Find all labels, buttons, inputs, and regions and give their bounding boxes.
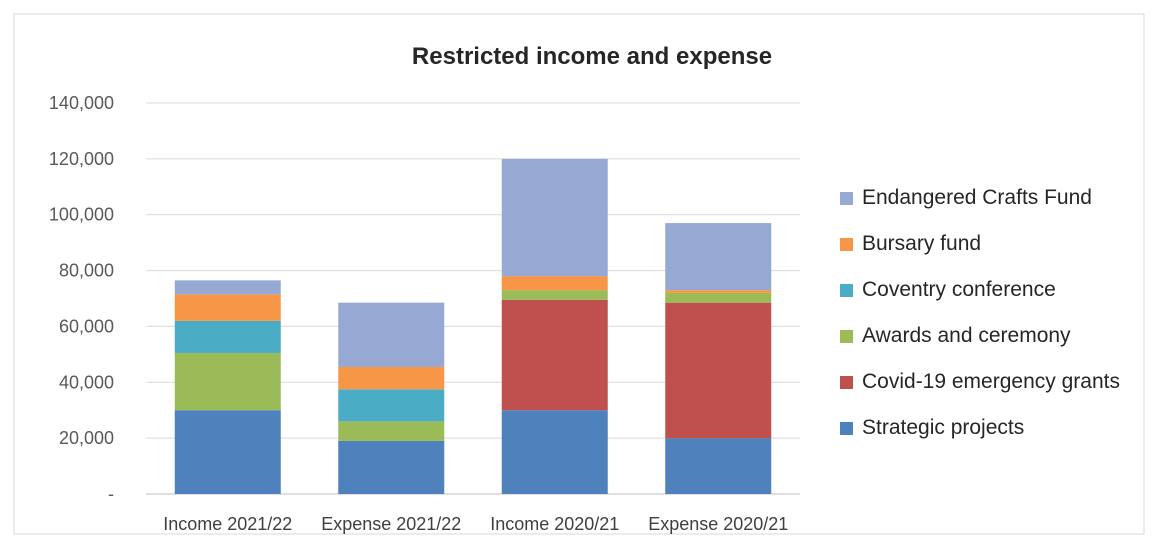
bar-segment: [338, 302, 445, 367]
bar-segment: [501, 410, 608, 494]
bar-segment: [338, 421, 445, 441]
x-tick-label: Expense 2021/22: [321, 514, 461, 534]
bar-segment: [665, 302, 772, 439]
legend-swatch: [840, 376, 853, 389]
legend-swatch: [840, 422, 853, 435]
legend-swatch: [840, 238, 853, 251]
legend-label: Bursary fund: [862, 232, 981, 255]
bar-segment: [665, 290, 772, 293]
x-tick-label: Expense 2020/21: [648, 514, 788, 534]
legend-swatch: [840, 330, 853, 343]
legend-label: Coventry conference: [862, 278, 1056, 301]
bar-segment: [501, 290, 608, 300]
y-tick-label: 140,000: [49, 93, 114, 113]
bar-segment: [174, 294, 281, 321]
y-tick-label: -: [108, 484, 114, 504]
bars: [174, 158, 772, 494]
x-axis: Income 2021/22 Expense 2021/22 Income 2020…: [163, 514, 788, 534]
bar-segment: [174, 280, 281, 295]
y-tick-label: 100,000: [49, 205, 114, 225]
y-tick-label: 120,000: [49, 149, 114, 169]
legend-swatch: [840, 192, 853, 205]
bar-segment: [665, 223, 772, 291]
y-tick-label: 40,000: [59, 372, 114, 392]
legend-label: Awards and ceremony: [862, 324, 1071, 347]
bar-segment: [338, 440, 445, 494]
bar-segment: [665, 438, 772, 494]
x-tick-label: Income 2021/22: [163, 514, 292, 534]
y-tick-label: 60,000: [59, 316, 114, 336]
y-tick-label: 20,000: [59, 428, 114, 448]
y-tick-label: 80,000: [59, 261, 114, 281]
bar-segment: [501, 158, 608, 277]
bar-segment: [174, 410, 281, 494]
legend: Endangered Crafts Fund Bursary fund Covent…: [840, 186, 1120, 439]
legend-swatch: [840, 284, 853, 297]
x-tick-label: Income 2020/21: [490, 514, 619, 534]
legend-label: Covid-19 emergency grants: [862, 370, 1120, 393]
chart-title: Restricted income and expense: [412, 43, 772, 70]
legend-label: Strategic projects: [862, 416, 1024, 439]
bar-segment: [665, 292, 772, 303]
bar-segment: [338, 366, 445, 390]
bar-segment: [338, 389, 445, 422]
bar-segment: [501, 299, 608, 411]
bar-segment: [174, 320, 281, 353]
bar-segment: [174, 352, 281, 411]
y-axis: - 20,000 40,000 60,000 80,000 100,000 120,000 1…: [49, 93, 114, 504]
bar-segment: [501, 276, 608, 291]
legend-label: Endangered Crafts Fund: [862, 186, 1092, 209]
